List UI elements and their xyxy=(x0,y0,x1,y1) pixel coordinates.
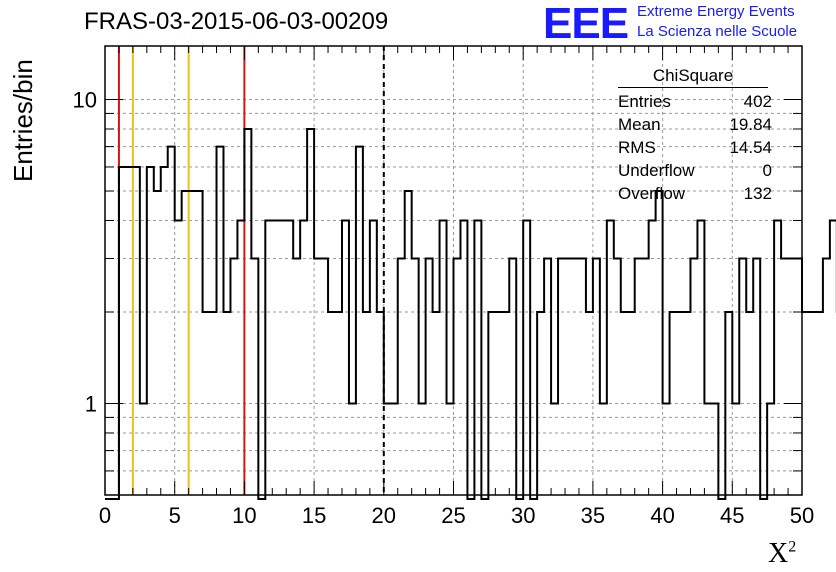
stats-title: ChiSquare xyxy=(618,66,768,88)
stats-row: RMS 14.54 xyxy=(610,136,780,159)
stats-value: 0 xyxy=(762,161,772,180)
x-tick-label: 5 xyxy=(169,503,181,528)
x-tick-label: 40 xyxy=(650,503,674,528)
y-tick-label: 10 xyxy=(73,88,97,113)
x-tick-label: 45 xyxy=(720,503,744,528)
x-tick-label: 50 xyxy=(790,503,814,528)
x-tick-label: 35 xyxy=(581,503,605,528)
logo-line1: Extreme Energy Events xyxy=(637,3,795,20)
logo-line2: La Scienza nelle Scuole xyxy=(637,23,798,40)
axis-ticks xyxy=(104,46,803,495)
x-tick-label: 0 xyxy=(99,503,111,528)
x-axis-label: X2 xyxy=(768,538,796,570)
stats-label: Underflow xyxy=(618,161,695,180)
stats-box: ChiSquare Entries 402 Mean 19.84 RMS 14.54 … xyxy=(610,66,780,205)
x-axis-label-sup: 2 xyxy=(788,538,797,556)
stats-label: Overflow xyxy=(618,184,686,203)
stats-value: 402 xyxy=(743,92,772,111)
stats-value: 14.54 xyxy=(729,138,772,157)
axis-tick-labels: 0 5 10 15 20 25 30 35 40 45 50 1 10 xyxy=(73,88,815,528)
y-tick-label: 1 xyxy=(85,391,97,416)
stats-value: 132 xyxy=(743,184,772,203)
histogram-line xyxy=(105,127,836,500)
stats-row: Entries 402 xyxy=(610,90,780,113)
eee-logo: EEE Extreme Energy Events La Scienza nel… xyxy=(543,2,833,46)
stats-value: 19.84 xyxy=(729,115,772,134)
logo-letters: EEE xyxy=(543,0,629,48)
x-tick-label: 25 xyxy=(441,503,465,528)
x-axis-label-text: X xyxy=(768,538,789,569)
stats-row: Mean 19.84 xyxy=(610,113,780,136)
stats-row: Underflow 0 xyxy=(610,159,780,182)
chart-title: FRAS-03-2015-06-03-00209 xyxy=(84,8,389,35)
x-tick-label: 20 xyxy=(372,503,396,528)
stats-row: Overflow 132 xyxy=(610,182,780,205)
stats-label: Mean xyxy=(618,115,661,134)
stats-label: Entries xyxy=(618,92,671,111)
stats-label: RMS xyxy=(618,138,656,157)
x-tick-label: 30 xyxy=(511,503,535,528)
x-tick-label: 10 xyxy=(232,503,256,528)
x-tick-label: 15 xyxy=(302,503,326,528)
